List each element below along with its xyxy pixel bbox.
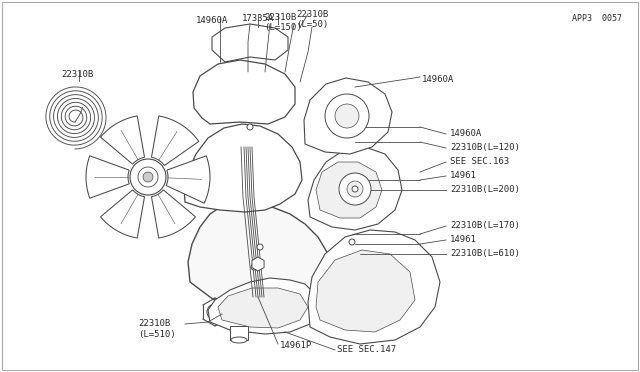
Polygon shape [316,162,382,218]
Polygon shape [252,257,264,271]
Circle shape [207,304,223,320]
Text: SEE SEC.147: SEE SEC.147 [337,345,396,354]
Text: 22310B
(L=50): 22310B (L=50) [296,10,328,29]
Circle shape [352,186,358,192]
Polygon shape [308,147,402,230]
Circle shape [335,104,359,128]
Polygon shape [208,278,320,334]
Text: 22310B(L=170): 22310B(L=170) [450,221,520,230]
Circle shape [349,239,355,245]
Circle shape [257,244,263,250]
Circle shape [247,124,253,130]
Polygon shape [100,190,145,238]
Polygon shape [152,190,195,238]
Text: APP3  0057: APP3 0057 [572,14,622,23]
Text: 22310B(L=610): 22310B(L=610) [450,249,520,258]
Text: 14961: 14961 [450,235,477,244]
Text: SEE SEC.163: SEE SEC.163 [450,157,509,166]
Polygon shape [193,60,295,124]
Polygon shape [152,116,199,166]
Circle shape [143,172,153,182]
Polygon shape [218,288,308,328]
Text: 17335A: 17335A [242,14,275,23]
Circle shape [339,173,371,205]
Circle shape [130,159,166,195]
Text: 22310B
(L=510): 22310B (L=510) [138,319,175,339]
Ellipse shape [231,337,247,343]
Text: 14960A: 14960A [196,16,228,25]
Polygon shape [166,156,210,203]
Polygon shape [184,124,302,212]
Polygon shape [212,24,288,62]
Circle shape [251,264,257,270]
Text: 22310B
(L=150): 22310B (L=150) [264,13,301,32]
Text: 14960A: 14960A [450,129,483,138]
Circle shape [347,181,363,197]
FancyBboxPatch shape [230,326,248,340]
Text: 14960A: 14960A [422,76,454,84]
Polygon shape [188,202,330,316]
Polygon shape [86,156,129,198]
Text: 14961: 14961 [450,171,477,180]
Polygon shape [308,230,440,344]
Text: 22310B(L=200): 22310B(L=200) [450,185,520,194]
Circle shape [211,308,219,316]
Text: 22310B(L=120): 22310B(L=120) [450,143,520,152]
Text: 22310B: 22310B [61,70,93,79]
Polygon shape [100,116,145,164]
Circle shape [325,94,369,138]
Polygon shape [316,250,415,332]
Polygon shape [304,78,392,154]
Circle shape [138,167,158,187]
Text: 14961P: 14961P [280,341,312,350]
